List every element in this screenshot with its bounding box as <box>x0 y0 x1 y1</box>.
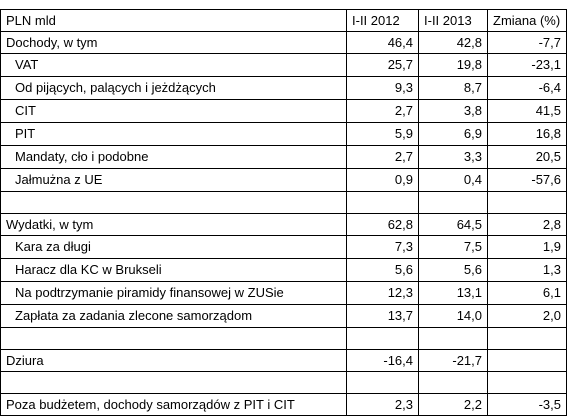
row-label-cell[interactable]: VAT <box>0 53 347 77</box>
value-2013-cell[interactable]: 14,0 <box>418 304 488 328</box>
value-2012-cell[interactable]: 2,3 <box>346 393 419 416</box>
row-label-cell[interactable]: Zapłata za zadania zlecone samorządom <box>0 304 347 328</box>
value-2012-cell[interactable]: 0,9 <box>346 168 419 192</box>
table-row: Mandaty, cło i podobne 2,7 3,3 20,5 <box>0 145 567 169</box>
change-cell[interactable] <box>487 349 567 372</box>
value-2012-cell[interactable]: 5,9 <box>346 122 419 146</box>
row-label-cell[interactable] <box>0 327 347 350</box>
change-cell[interactable]: -57,6 <box>487 168 567 192</box>
value-2012-cell[interactable]: 9,3 <box>346 76 419 100</box>
header-cell-2013[interactable]: I-II 2013 <box>418 9 488 32</box>
value-2013-cell[interactable] <box>418 371 488 394</box>
change-cell[interactable]: -7,7 <box>487 31 567 54</box>
value-2012-cell[interactable]: 46,4 <box>346 31 419 54</box>
value-2013-cell[interactable]: 7,5 <box>418 235 488 259</box>
value-2013-cell[interactable]: 0,4 <box>418 168 488 192</box>
row-label-cell[interactable] <box>0 371 347 394</box>
row-label-cell[interactable]: Poza budżetem, dochody samorządów z PIT … <box>0 393 347 416</box>
row-label-cell[interactable]: Jałmużna z UE <box>0 168 347 192</box>
value-2013-cell[interactable]: 3,8 <box>418 99 488 123</box>
row-label-cell[interactable]: CIT <box>0 99 347 123</box>
table-row: PIT 5,9 6,9 16,8 <box>0 122 567 146</box>
change-cell[interactable]: 20,5 <box>487 145 567 169</box>
value-2012-cell[interactable]: 2,7 <box>346 99 419 123</box>
blank-row <box>0 327 567 350</box>
change-cell[interactable]: 16,8 <box>487 122 567 146</box>
table-row: Wydatki, w tym 62,8 64,5 2,8 <box>0 213 567 236</box>
value-2013-cell[interactable]: 8,7 <box>418 76 488 100</box>
table-row: Dziura -16,4 -21,7 <box>0 349 567 372</box>
value-2012-cell[interactable]: 5,6 <box>346 258 419 282</box>
table-row: Haracz dla KC w Brukseli 5,6 5,6 1,3 <box>0 258 567 282</box>
value-2012-cell[interactable]: 12,3 <box>346 281 419 305</box>
header-cell-2012[interactable]: I-II 2012 <box>346 9 419 32</box>
value-2013-cell[interactable] <box>418 327 488 350</box>
value-2012-cell[interactable]: -16,4 <box>346 349 419 372</box>
table-row: Od pijących, palących i jeżdżących 9,3 8,7… <box>0 76 567 100</box>
change-cell[interactable] <box>487 191 567 214</box>
value-2012-cell[interactable] <box>346 371 419 394</box>
header-cell-change[interactable]: Zmiana (%) <box>487 9 567 32</box>
value-2013-cell[interactable]: 3,3 <box>418 145 488 169</box>
blank-row <box>0 191 567 214</box>
change-cell[interactable]: 1,9 <box>487 235 567 259</box>
value-2012-cell[interactable]: 2,7 <box>346 145 419 169</box>
value-2012-cell[interactable]: 62,8 <box>346 213 419 236</box>
row-label-cell[interactable]: Mandaty, cło i podobne <box>0 145 347 169</box>
table-row: VAT 25,7 19,8 -23,1 <box>0 53 567 77</box>
change-cell[interactable] <box>487 371 567 394</box>
table-row: Dochody, w tym 46,4 42,8 -7,7 <box>0 31 567 54</box>
table-row: Na podtrzymanie piramidy finansowej w ZU… <box>0 281 567 305</box>
row-label-cell[interactable] <box>0 191 347 214</box>
value-2012-cell[interactable] <box>346 191 419 214</box>
value-2013-cell[interactable]: -21,7 <box>418 349 488 372</box>
row-label-cell[interactable]: Dziura <box>0 349 347 372</box>
row-label-cell[interactable]: PIT <box>0 122 347 146</box>
table-row: Poza budżetem, dochody samorządów z PIT … <box>0 393 567 416</box>
value-2013-cell[interactable]: 42,8 <box>418 31 488 54</box>
value-2013-cell[interactable]: 19,8 <box>418 53 488 77</box>
change-cell[interactable]: -6,4 <box>487 76 567 100</box>
row-label-cell[interactable]: Kara za długi <box>0 235 347 259</box>
change-cell[interactable] <box>487 327 567 350</box>
value-2013-cell[interactable]: 64,5 <box>418 213 488 236</box>
change-cell[interactable]: -23,1 <box>487 53 567 77</box>
value-2013-cell[interactable] <box>418 191 488 214</box>
blank-row <box>0 371 567 394</box>
row-label-cell[interactable]: Dochody, w tym <box>0 31 347 54</box>
row-label-cell[interactable]: Od pijących, palących i jeżdżących <box>0 76 347 100</box>
table-row: Kara za długi 7,3 7,5 1,9 <box>0 235 567 259</box>
row-label-cell[interactable]: Haracz dla KC w Brukseli <box>0 258 347 282</box>
header-cell-label[interactable]: PLN mld <box>0 9 347 32</box>
change-cell[interactable]: 2,0 <box>487 304 567 328</box>
table-row: Zapłata za zadania zlecone samorządom 13,… <box>0 304 567 328</box>
row-label-cell[interactable]: Wydatki, w tym <box>0 213 347 236</box>
header-row: PLN mld I-II 2012 I-II 2013 Zmiana (%) <box>0 9 567 32</box>
value-2012-cell[interactable]: 25,7 <box>346 53 419 77</box>
change-cell[interactable]: 41,5 <box>487 99 567 123</box>
table-row: Jałmużna z UE 0,9 0,4 -57,6 <box>0 168 567 192</box>
value-2013-cell[interactable]: 13,1 <box>418 281 488 305</box>
value-2012-cell[interactable] <box>346 327 419 350</box>
row-label-cell[interactable]: Na podtrzymanie piramidy finansowej w ZU… <box>0 281 347 305</box>
change-cell[interactable]: 6,1 <box>487 281 567 305</box>
budget-table: PLN mld I-II 2012 I-II 2013 Zmiana (%) D… <box>0 9 567 416</box>
change-cell[interactable]: 2,8 <box>487 213 567 236</box>
value-2013-cell[interactable]: 2,2 <box>418 393 488 416</box>
table-row: CIT 2,7 3,8 41,5 <box>0 99 567 123</box>
value-2013-cell[interactable]: 6,9 <box>418 122 488 146</box>
value-2012-cell[interactable]: 13,7 <box>346 304 419 328</box>
value-2013-cell[interactable]: 5,6 <box>418 258 488 282</box>
change-cell[interactable]: 1,3 <box>487 258 567 282</box>
change-cell[interactable]: -3,5 <box>487 393 567 416</box>
value-2012-cell[interactable]: 7,3 <box>346 235 419 259</box>
